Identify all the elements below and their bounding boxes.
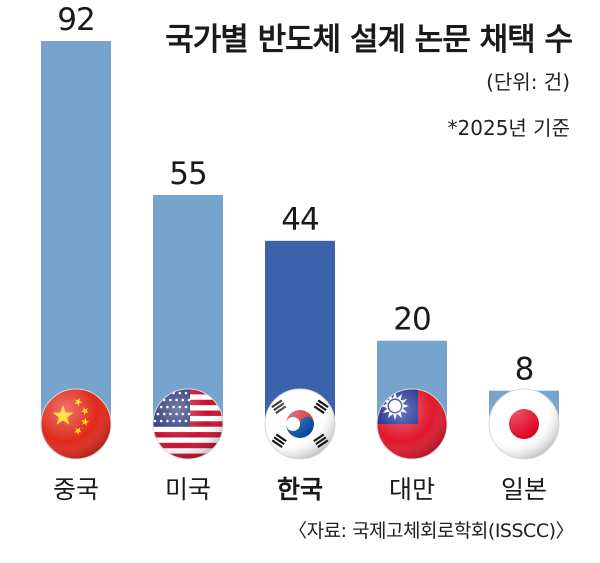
basis-note: *2025년 기준 <box>447 116 570 140</box>
flag-korea-icon <box>264 388 336 460</box>
category-label-1: 미국 <box>165 475 211 504</box>
value-label-2: 44 <box>281 202 318 238</box>
bar-0 <box>41 41 111 424</box>
category-label-4: 일본 <box>501 475 547 504</box>
flags <box>40 388 560 460</box>
category-label-2: 한국 <box>277 475 323 504</box>
flag-japan-icon <box>488 388 560 460</box>
category-label-0: 중국 <box>53 475 99 504</box>
flag-usa-icon <box>152 388 224 460</box>
source-note: 〈자료: 국제고체회로학회(ISSCC)〉 <box>288 520 574 542</box>
labels: 92 중국 55 미국 44 한국 20 대만 8 일본 <box>53 2 547 504</box>
flag-taiwan-icon <box>376 388 448 460</box>
category-label-3: 대만 <box>389 475 435 504</box>
chart-title: 국가별 반도체 설계 논문 채택 수 <box>165 22 573 58</box>
unit-label: (단위: 건) <box>486 70 570 94</box>
bar-1 <box>153 195 223 424</box>
value-label-4: 8 <box>515 352 534 388</box>
value-label-3: 20 <box>393 302 430 338</box>
value-label-0: 92 <box>57 2 94 38</box>
value-label-1: 55 <box>169 156 206 192</box>
flag-china-icon <box>40 388 112 460</box>
